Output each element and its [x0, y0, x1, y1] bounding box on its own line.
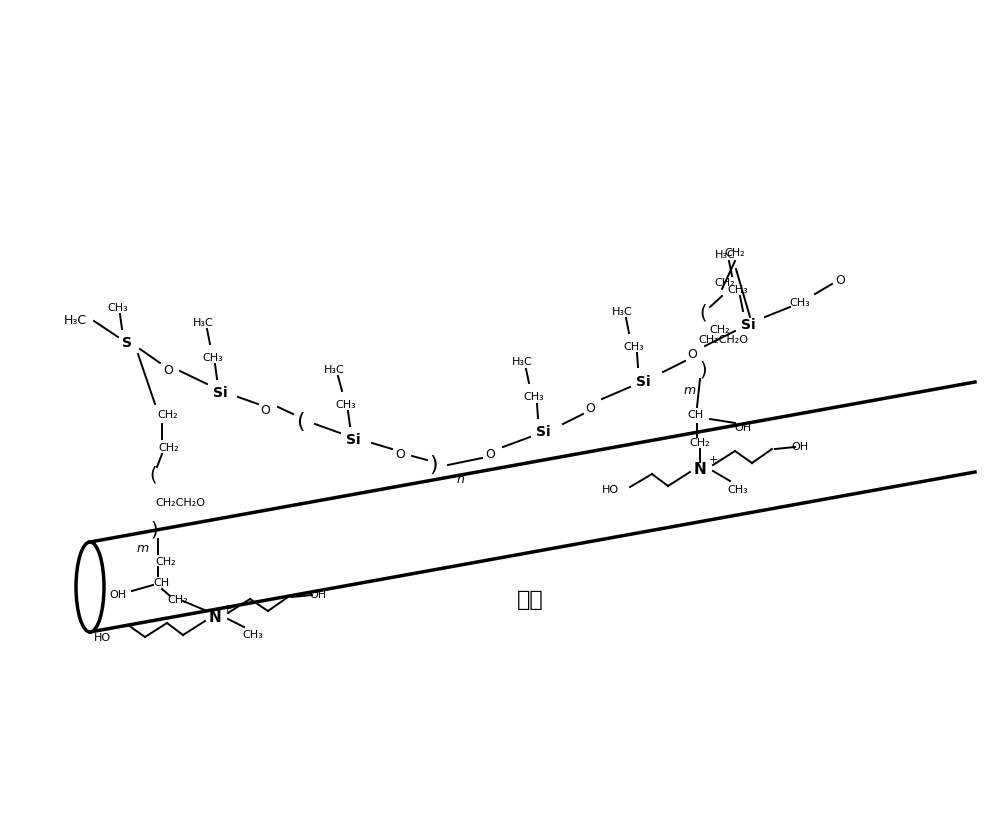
Text: OH: OH	[309, 590, 327, 599]
Text: Si: Si	[213, 386, 227, 400]
Text: CH₃: CH₃	[243, 629, 263, 639]
Text: m: m	[684, 383, 696, 396]
Text: Si: Si	[346, 432, 360, 446]
Text: (: (	[699, 303, 707, 322]
Text: OH: OH	[109, 590, 127, 599]
Text: O: O	[260, 403, 270, 416]
Text: HO: HO	[93, 633, 111, 643]
Text: CH₃: CH₃	[790, 297, 810, 308]
Text: O: O	[585, 401, 595, 414]
Text: CH₃: CH₃	[728, 484, 748, 494]
Text: (: (	[149, 465, 157, 484]
Text: Si: Si	[636, 374, 650, 388]
Text: H₃C: H₃C	[715, 250, 735, 260]
Text: CH₂: CH₂	[168, 595, 188, 604]
Text: CH₃: CH₃	[728, 285, 748, 295]
Text: +: +	[222, 604, 232, 614]
Text: H₃C: H₃C	[193, 318, 213, 328]
Text: O: O	[395, 448, 405, 461]
Text: H₃C: H₃C	[612, 306, 632, 316]
Text: CH₂: CH₂	[690, 437, 710, 447]
Text: +: +	[708, 455, 718, 465]
Text: O: O	[485, 448, 495, 461]
Text: ): )	[430, 455, 438, 474]
Text: Si: Si	[741, 318, 755, 331]
Text: O: O	[687, 348, 697, 361]
Text: CH₂CH₂O: CH₂CH₂O	[698, 335, 748, 344]
Text: CH₃: CH₃	[108, 303, 128, 313]
Text: CH₃: CH₃	[624, 342, 644, 352]
Text: OH: OH	[791, 441, 809, 451]
Text: 纤维: 纤维	[517, 590, 543, 609]
Text: CH₃: CH₃	[524, 392, 544, 402]
Text: H₃C: H₃C	[512, 357, 532, 367]
Text: ): )	[699, 360, 707, 379]
Text: CH₃: CH₃	[203, 353, 223, 363]
Text: H₃C: H₃C	[324, 364, 344, 374]
Text: n: n	[456, 473, 464, 486]
Text: N: N	[694, 462, 706, 477]
Text: O: O	[835, 273, 845, 286]
Text: S: S	[122, 335, 132, 349]
Text: Si: Si	[536, 425, 550, 439]
Text: CH₂: CH₂	[158, 442, 179, 452]
Text: ): )	[150, 520, 158, 539]
Text: CH: CH	[153, 577, 169, 587]
Text: HO: HO	[601, 484, 619, 494]
Text: OH: OH	[734, 422, 752, 432]
Text: CH₂: CH₂	[714, 277, 735, 287]
Text: CH₂: CH₂	[155, 556, 176, 566]
Text: CH₂CH₂O: CH₂CH₂O	[155, 498, 205, 508]
Text: m: m	[137, 541, 149, 554]
Text: CH₂: CH₂	[710, 325, 730, 335]
Text: CH: CH	[687, 410, 703, 420]
Text: H₃C: H₃C	[63, 313, 87, 326]
Text: O: O	[163, 363, 173, 376]
Text: CH₂: CH₂	[157, 410, 178, 420]
Text: CH₃: CH₃	[336, 400, 356, 410]
Text: CH₂: CH₂	[724, 248, 745, 258]
Text: (: (	[296, 412, 304, 431]
Text: N: N	[209, 609, 221, 625]
